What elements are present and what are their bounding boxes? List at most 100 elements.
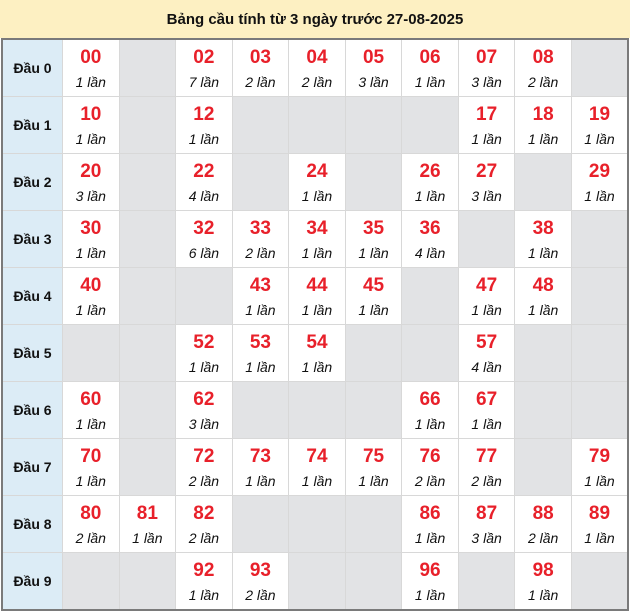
occurrence-count: 4 lần	[471, 359, 502, 375]
number-value: 82	[193, 503, 215, 524]
occurrence-count: 1 lần	[301, 302, 333, 318]
number-cell: 20 3 lần	[62, 153, 120, 211]
number-cell: 47 1 lần	[457, 267, 516, 325]
occurrence-count: 1 lần	[584, 530, 615, 546]
number-cell: 36 4 lần	[401, 210, 459, 268]
table-row: Đầu 2 20 3 lần 22 4 lần 24 1 lần 26 1 lần 27 3 lần…	[1, 153, 629, 211]
occurrence-count: 6 lần	[188, 245, 220, 261]
occurrence-count: 1 lần	[75, 131, 106, 147]
number-value: 48	[532, 275, 554, 296]
number-cell: 07 3 lần	[457, 38, 516, 97]
occurrence-count: 1 lần	[584, 473, 615, 489]
empty-cell	[344, 153, 403, 211]
number-cell: 77 2 lần	[457, 438, 516, 496]
number-cell: 17 1 lần	[457, 96, 516, 154]
occurrence-count: 1 lần	[188, 587, 220, 603]
number-value: 36	[419, 218, 441, 239]
occurrence-count: 1 lần	[188, 131, 220, 147]
number-cell: 98 1 lần	[514, 552, 572, 611]
number-value: 24	[306, 161, 328, 182]
occurrence-count: 1 lần	[188, 359, 220, 375]
number-value: 05	[362, 47, 385, 68]
number-cell: 87 3 lần	[457, 495, 516, 553]
occurrence-count: 2 lần	[527, 530, 559, 546]
number-cell: 26 1 lần	[401, 153, 459, 211]
empty-cell	[288, 552, 346, 611]
number-value: 81	[136, 503, 158, 524]
number-cell: 82 2 lần	[175, 495, 233, 553]
occurrence-count: 2 lần	[527, 74, 559, 90]
number-value: 79	[588, 446, 611, 467]
occurrence-count: 1 lần	[414, 416, 446, 432]
occurrence-count: 3 lần	[188, 416, 220, 432]
empty-cell	[231, 381, 290, 439]
number-value: 27	[476, 161, 498, 182]
number-value: 66	[419, 389, 441, 410]
number-cell: 76 2 lần	[401, 438, 459, 496]
empty-cell	[62, 324, 120, 382]
number-cell: 22 4 lần	[175, 153, 233, 211]
number-cell: 00 1 lần	[62, 38, 120, 97]
number-value: 70	[80, 446, 102, 467]
number-value: 07	[476, 47, 498, 68]
number-cell: 89 1 lần	[570, 495, 629, 553]
number-value: 60	[80, 389, 102, 410]
number-value: 22	[193, 161, 215, 182]
empty-cell	[514, 324, 572, 382]
number-cell: 66 1 lần	[401, 381, 459, 439]
occurrence-count: 1 lần	[245, 473, 276, 489]
occurrence-count: 3 lần	[358, 74, 389, 90]
number-value: 34	[306, 218, 328, 239]
empty-cell	[118, 38, 177, 97]
occurrence-count: 2 lần	[245, 74, 276, 90]
number-cell: 24 1 lần	[288, 153, 346, 211]
number-cell: 80 2 lần	[62, 495, 120, 553]
number-cell: 19 1 lần	[570, 96, 629, 154]
number-value: 32	[193, 218, 215, 239]
table-row: Đầu 5 52 1 lần 53 1 lần 54 1 lần 57 4 lần	[1, 324, 629, 382]
row-label: Đầu 9	[1, 552, 63, 611]
number-cell: 54 1 lần	[288, 324, 346, 382]
row-label: Đầu 2	[1, 153, 63, 211]
number-cell: 67 1 lần	[457, 381, 516, 439]
number-value: 29	[588, 161, 611, 182]
row-label: Đầu 6	[1, 381, 63, 439]
number-cell: 74 1 lần	[288, 438, 346, 496]
occurrence-count: 1 lần	[245, 359, 276, 375]
number-value: 26	[419, 161, 441, 182]
number-cell: 44 1 lần	[288, 267, 346, 325]
row-label: Đầu 0	[1, 38, 63, 97]
number-cell: 05 3 lần	[344, 38, 403, 97]
number-cell: 04 2 lần	[288, 38, 346, 97]
number-value: 72	[193, 446, 215, 467]
number-value: 35	[362, 218, 385, 239]
table-row: Đầu 4 40 1 lần 43 1 lần 44 1 lần 45 1 lần 47 1 lần…	[1, 267, 629, 325]
table-row: Đầu 1 10 1 lần 12 1 lần 17 1 lần 18 1 lần 19 1 lần	[1, 96, 629, 154]
empty-cell	[570, 267, 629, 325]
occurrence-count: 3 lần	[75, 188, 106, 204]
number-cell: 33 2 lần	[231, 210, 290, 268]
occurrence-count: 1 lần	[75, 302, 106, 318]
number-cell: 70 1 lần	[62, 438, 120, 496]
occurrence-count: 1 lần	[301, 359, 333, 375]
occurrence-count: 2 lần	[301, 74, 333, 90]
number-value: 93	[249, 560, 271, 581]
empty-cell	[288, 96, 346, 154]
number-value: 12	[193, 104, 215, 125]
occurrence-count: 1 lần	[414, 530, 446, 546]
occurrence-count: 2 lần	[188, 473, 220, 489]
occurrence-count: 1 lần	[358, 245, 389, 261]
number-value: 77	[476, 446, 498, 467]
number-value: 03	[249, 47, 271, 68]
number-value: 80	[80, 503, 102, 524]
number-value: 53	[249, 332, 271, 353]
number-cell: 43 1 lần	[231, 267, 290, 325]
number-cell: 03 2 lần	[231, 38, 290, 97]
number-cell: 06 1 lần	[401, 38, 459, 97]
empty-cell	[118, 381, 177, 439]
row-label: Đầu 3	[1, 210, 63, 268]
occurrence-count: 1 lần	[301, 188, 333, 204]
number-value: 67	[476, 389, 498, 410]
occurrence-count: 1 lần	[358, 473, 389, 489]
number-cell: 60 1 lần	[62, 381, 120, 439]
